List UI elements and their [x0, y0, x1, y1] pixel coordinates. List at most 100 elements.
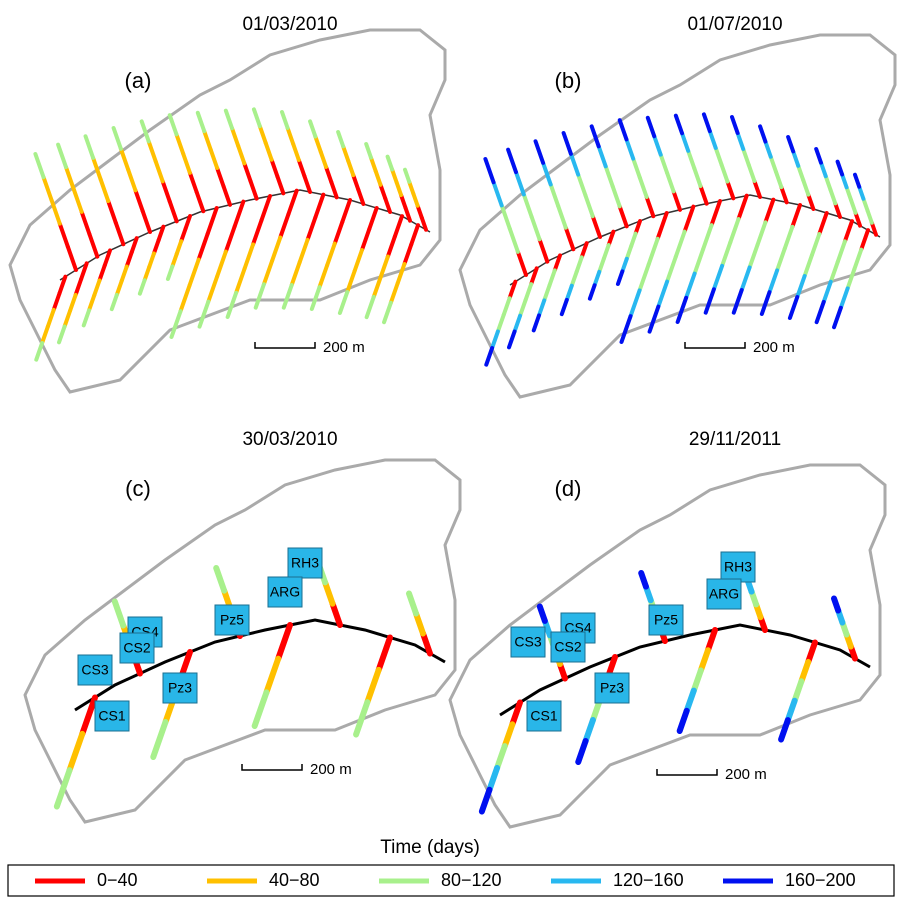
- flow-path: [248, 179, 259, 201]
- flow-path: [684, 271, 697, 300]
- flow-path: [513, 170, 526, 197]
- panel-label: (a): [125, 68, 152, 93]
- flow-path: [382, 300, 393, 325]
- flow-path: [126, 167, 138, 193]
- stream: [59, 189, 431, 281]
- flow-path: [215, 249, 228, 279]
- flow-path: [289, 260, 302, 288]
- flow-path: [709, 199, 722, 228]
- flow-path: [142, 264, 152, 283]
- flow-path: [507, 279, 518, 301]
- flow-path: [170, 251, 179, 269]
- flow-path: [353, 699, 371, 738]
- flow-path: [624, 244, 634, 261]
- legend-label: 40−80: [269, 870, 320, 890]
- flow-path: [202, 129, 213, 152]
- flow-path: [541, 160, 553, 187]
- station-box: [162, 672, 198, 704]
- station-box: [594, 672, 630, 704]
- station-box: [648, 604, 684, 636]
- flow-path: [129, 236, 139, 255]
- panel-label: (c): [125, 476, 151, 501]
- flow-path: [845, 267, 857, 291]
- flow-path: [57, 274, 68, 296]
- panel-label: (d): [555, 476, 582, 501]
- flow-path: [798, 658, 812, 685]
- flow-path: [582, 717, 596, 744]
- flow-path: [711, 263, 725, 292]
- flow-path: [206, 274, 220, 304]
- flow-path: [495, 312, 506, 334]
- flow-path: [406, 590, 419, 617]
- flow-path: [375, 634, 393, 673]
- station-box: [510, 626, 546, 658]
- flow-path: [601, 243, 611, 261]
- flow-path: [102, 248, 112, 268]
- flow-path: [45, 307, 56, 329]
- catchment-outline: [448, 463, 887, 829]
- flow-path: [97, 263, 107, 283]
- flow-path: [791, 678, 805, 704]
- flow-path: [402, 242, 414, 266]
- scale-label: 200 m: [310, 761, 352, 778]
- flow-path: [317, 263, 330, 290]
- flow-path: [263, 140, 274, 162]
- flow-path: [548, 182, 561, 209]
- flow-path: [415, 203, 424, 220]
- station-label: RH3: [724, 559, 752, 575]
- legend-label: 160−200: [785, 870, 856, 890]
- flow-path: [596, 144, 608, 169]
- flow-path: [394, 180, 404, 198]
- station-label: ARG: [270, 584, 300, 600]
- station-label: Pz5: [220, 612, 244, 628]
- flow-path: [610, 184, 622, 209]
- flow-path: [81, 308, 91, 328]
- flow-path: [73, 277, 84, 297]
- flow-path: [701, 223, 714, 252]
- flow-path: [51, 291, 62, 312]
- scale-bar: [241, 764, 303, 771]
- legend-label: 120−160: [613, 870, 684, 890]
- flow-path: [33, 152, 46, 180]
- flow-path: [655, 211, 669, 241]
- flow-path: [869, 220, 878, 237]
- flow-path: [156, 224, 166, 243]
- flow-path: [564, 283, 574, 302]
- flow-path: [784, 697, 798, 724]
- flow-path: [329, 180, 339, 200]
- flow-path: [506, 147, 518, 175]
- flow-path: [741, 147, 751, 167]
- flow-path: [187, 170, 199, 194]
- station-label: Pz5: [654, 612, 678, 628]
- scale-label: 200 m: [753, 339, 795, 356]
- flow-path: [167, 113, 179, 137]
- flow-path: [805, 639, 818, 665]
- flow-path: [683, 687, 697, 714]
- flow-path: [399, 193, 408, 210]
- flow-path: [637, 262, 651, 293]
- legend-label: 0−40: [97, 870, 138, 890]
- flow-path: [111, 598, 127, 629]
- flow-path: [119, 264, 129, 283]
- panel-date: 01/03/2010: [242, 14, 337, 35]
- flow-path: [83, 134, 96, 160]
- flow-path: [490, 329, 500, 351]
- flow-path: [251, 218, 264, 247]
- flow-path: [337, 290, 350, 315]
- flow-path: [556, 204, 568, 230]
- flow-path: [633, 219, 642, 236]
- flow-path: [665, 254, 678, 284]
- flow-path: [491, 180, 504, 208]
- flow-path: [378, 182, 388, 201]
- catchment-outline: [458, 33, 897, 399]
- flow-path: [392, 214, 404, 239]
- legend-box: [7, 864, 895, 897]
- flow-path: [692, 166, 703, 189]
- flow-path: [291, 142, 301, 162]
- flow-path: [281, 283, 294, 310]
- flow-path: [673, 229, 687, 259]
- flow-path: [619, 314, 633, 344]
- flow-path: [106, 199, 118, 225]
- flow-path: [322, 579, 336, 607]
- flow-path: [838, 286, 850, 310]
